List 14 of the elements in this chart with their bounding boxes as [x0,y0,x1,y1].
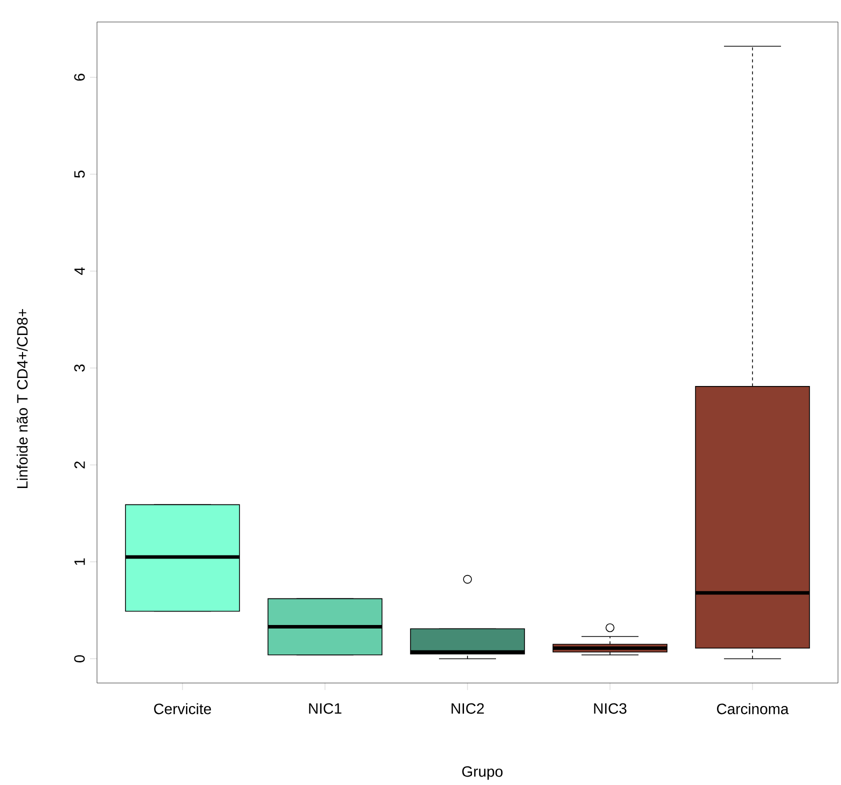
y-tick-label: 2 [74,462,85,468]
x-tick-label: Carcinoma [717,703,789,714]
y-tick-label: 0 [74,655,85,662]
y-tick-label: 4 [74,267,85,275]
x-tick-label: NIC2 [452,703,484,714]
y-tick-label: 3 [74,364,85,372]
x-tick-label: NIC1 [309,703,342,714]
x-tick-label: NIC3 [594,703,626,714]
x-axis-title: Grupo [462,766,503,780]
y-axis-title: Linfoide não T CD4+/CD8+ [16,309,28,488]
x-tick-label: Cervicite [154,703,211,714]
y-tick-label: 5 [74,170,85,178]
y-tick-label: 1 [74,558,85,565]
y-tick-label: 6 [74,74,85,81]
